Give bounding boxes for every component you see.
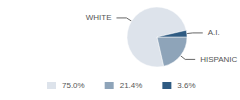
svg-text:3.6%: 3.6% [177,81,195,90]
svg-text:75.0%: 75.0% [62,81,85,90]
svg-text:A.I.: A.I. [208,28,220,37]
svg-text:21.4%: 21.4% [120,81,143,90]
svg-text:WHITE: WHITE [86,13,112,22]
svg-text:HISPANIC: HISPANIC [200,55,237,64]
